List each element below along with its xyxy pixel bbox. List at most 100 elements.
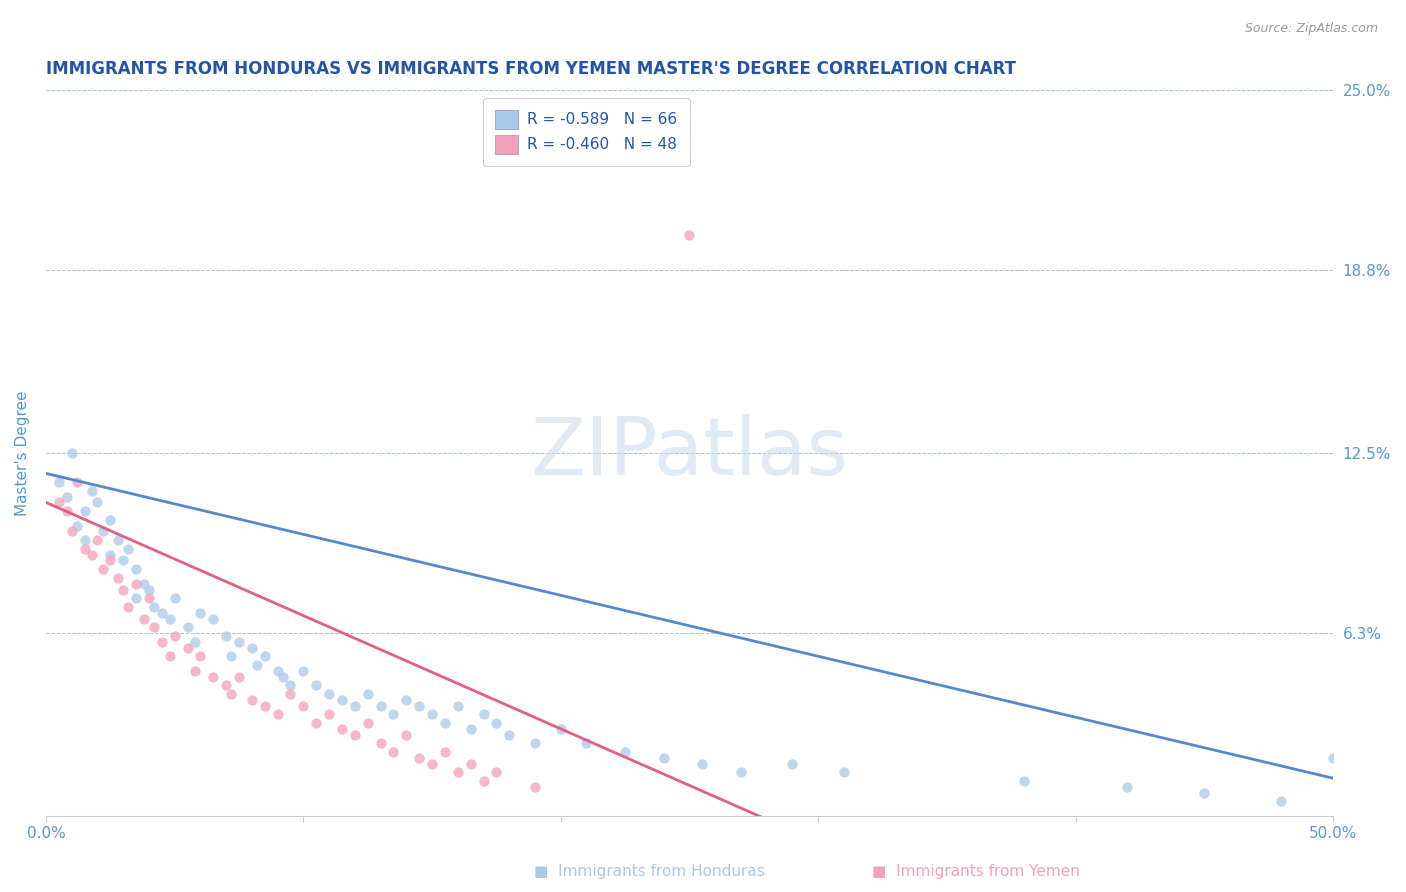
Point (292, 664, 315, 678)
Point (292, 698, 315, 713)
Point (98, 548, 121, 562)
Point (408, 751, 430, 765)
Point (91, 562, 114, 576)
Point (159, 649, 181, 664)
Point (472, 774, 495, 789)
Point (343, 728, 366, 742)
Point (408, 698, 430, 713)
Text: IMMIGRANTS FROM HONDURAS VS IMMIGRANTS FROM YEMEN MASTER'S DEGREE CORRELATION CH: IMMIGRANTS FROM HONDURAS VS IMMIGRANTS F… (46, 60, 1017, 78)
Point (447, 765, 470, 780)
Point (184, 664, 207, 678)
Point (138, 591, 160, 606)
Point (86, 533, 108, 548)
Point (832, 765, 855, 780)
Point (112, 582, 135, 597)
Point (730, 765, 752, 780)
Point (420, 707, 443, 722)
Point (202, 669, 225, 683)
Point (125, 576, 148, 591)
Point (271, 669, 294, 683)
Point (176, 640, 198, 655)
Point (395, 693, 418, 707)
Point (150, 634, 173, 648)
Point (420, 756, 443, 771)
Point (73, 541, 96, 556)
Legend: R = -0.589   N = 66, R = -0.460   N = 48: R = -0.589 N = 66, R = -0.460 N = 48 (484, 98, 690, 166)
Point (1116, 780, 1139, 794)
Point (176, 620, 198, 634)
Point (343, 698, 366, 713)
Text: ■  Immigrants from Yemen: ■ Immigrants from Yemen (872, 863, 1080, 879)
Point (782, 756, 804, 771)
Point (370, 736, 392, 750)
Point (1322, 751, 1344, 765)
Point (221, 687, 243, 701)
Point (485, 716, 508, 731)
Point (433, 745, 456, 759)
Point (150, 606, 173, 620)
Point (614, 745, 637, 759)
Point (253, 698, 276, 713)
Point (253, 649, 276, 664)
Point (117, 599, 139, 614)
Point (132, 576, 155, 591)
Point (266, 707, 288, 722)
Point (472, 707, 495, 722)
Point (163, 629, 186, 643)
Point (98, 513, 121, 527)
Point (357, 716, 380, 731)
Point (395, 728, 418, 742)
Point (143, 620, 166, 634)
Point (143, 599, 166, 614)
Point (318, 687, 340, 701)
Point (221, 649, 243, 664)
Point (91, 524, 114, 539)
Text: ■  Immigrants from Honduras: ■ Immigrants from Honduras (534, 863, 765, 879)
Point (55, 504, 77, 518)
Point (190, 606, 212, 620)
Point (370, 698, 392, 713)
Point (1192, 786, 1215, 800)
Point (524, 736, 547, 750)
Point (266, 664, 288, 678)
Point (60, 446, 83, 460)
Point (98, 553, 121, 567)
Point (190, 649, 212, 664)
Point (460, 756, 482, 771)
Point (447, 698, 470, 713)
Point (48, 495, 70, 509)
Point (318, 707, 340, 722)
Point (382, 745, 405, 759)
Point (73, 533, 96, 548)
Point (498, 728, 520, 742)
Point (82, 483, 104, 498)
Point (692, 756, 714, 771)
Point (240, 693, 263, 707)
Point (280, 678, 302, 692)
Point (125, 591, 148, 606)
Point (66, 518, 89, 533)
Point (82, 548, 104, 562)
Point (305, 716, 328, 731)
Point (524, 780, 547, 794)
Point (215, 629, 238, 643)
Point (55, 490, 77, 504)
Point (184, 634, 207, 648)
Point (86, 495, 108, 509)
Point (240, 640, 263, 655)
Point (228, 634, 250, 648)
Point (202, 611, 225, 625)
Point (48, 475, 70, 489)
Text: Source: ZipAtlas.com: Source: ZipAtlas.com (1244, 22, 1378, 36)
Point (678, 228, 700, 243)
Point (125, 562, 148, 576)
Point (330, 722, 353, 736)
Point (246, 657, 269, 672)
Point (163, 591, 186, 606)
Point (215, 678, 238, 692)
Point (652, 751, 675, 765)
Point (138, 582, 160, 597)
Point (132, 611, 155, 625)
Point (305, 678, 328, 692)
Point (228, 669, 250, 683)
